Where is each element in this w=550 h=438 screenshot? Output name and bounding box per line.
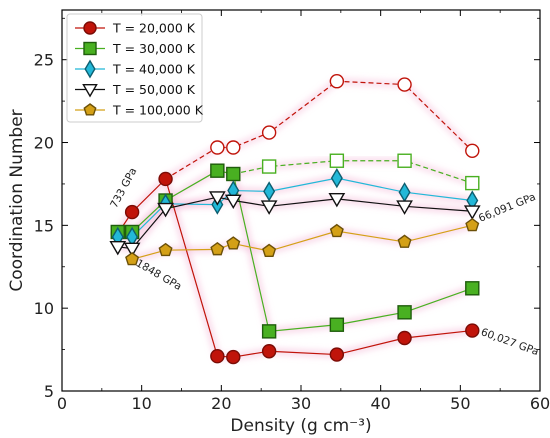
series-3-point-3 (208, 191, 226, 206)
series-2-point-6 (330, 167, 343, 189)
series-4-point-3 (226, 236, 241, 250)
y-tick-label: 20 (34, 134, 54, 153)
series-4-point-0 (125, 251, 140, 266)
legend-marker-0 (83, 21, 97, 35)
series-0-point-3 (210, 349, 225, 364)
series-0-point-4 (226, 349, 241, 365)
series-4-point-2 (210, 242, 225, 256)
series-1-point-5 (261, 324, 277, 339)
legend-marker-3 (82, 83, 98, 98)
series-1-point-3 (210, 163, 225, 178)
series-3-point-8 (463, 205, 481, 220)
series-4-point-1 (158, 242, 173, 257)
legend-label-3: T = 50,000 K (112, 82, 196, 97)
x-tick-label: 10 (131, 394, 151, 413)
series-1-point-8 (465, 281, 480, 296)
series-0-point-6 (329, 347, 345, 362)
series-3-point-7 (396, 200, 413, 215)
y-axis-label: Coordination Number (7, 109, 27, 291)
series-0-point-8 (465, 323, 480, 338)
series-1-alt-point-4 (465, 175, 480, 191)
lines-layer (117, 80, 473, 358)
series-0-point-5 (261, 344, 277, 359)
series-0-alt-point-2 (226, 140, 241, 155)
series-3-point-1 (123, 242, 141, 258)
y-tick-label: 10 (34, 299, 54, 318)
legend: T = 20,000 K T = 30,000 K T = 40,000 K T = … (66, 13, 204, 123)
series-1-alt-point-2 (329, 153, 345, 168)
annotation-2: 66,091 GPa (477, 191, 538, 225)
annotation-3: 60,027 GPa (479, 326, 540, 358)
legend-marker-1 (83, 41, 97, 56)
series-0-alt-point-6 (465, 143, 480, 159)
series-1-point-6 (329, 317, 345, 332)
legend-label-0: T = 20,000 K (112, 21, 196, 36)
y-tick-label: 15 (34, 216, 54, 235)
series-2-point-7 (398, 182, 411, 203)
markers-layer (109, 74, 481, 365)
series-line-4 (131, 224, 473, 260)
x-tick-label: 30 (291, 394, 311, 413)
series-0-alt-point-3 (261, 125, 277, 140)
series-0-point-1 (124, 204, 140, 220)
series-0-alt-point-4 (329, 74, 345, 89)
legend-marker-2 (84, 59, 96, 79)
series-3-point-4 (224, 194, 242, 210)
series-2-point-5 (263, 181, 276, 202)
x-tick-label: 20 (211, 394, 231, 413)
series-0-alt-point-1 (210, 140, 225, 155)
legend-marker-4 (83, 103, 97, 116)
series-4-point-5 (329, 223, 344, 238)
legend-label-1: T = 30,000 K (112, 41, 196, 56)
x-tick-label: 40 (370, 394, 390, 413)
x-tick-label: 0 (57, 394, 67, 413)
series-1-point-7 (397, 305, 412, 320)
y-tick-label: 5 (44, 382, 54, 401)
legend-label-2: T = 40,000 K (112, 62, 196, 77)
series-1-point-4 (226, 166, 241, 182)
legend-label-4: T = 100,000 K (112, 103, 204, 118)
series-4-point-4 (262, 243, 277, 257)
annotation-1: 1848 GPa (134, 257, 184, 293)
series-3-point-2 (157, 202, 174, 218)
series-4-point-7 (465, 217, 480, 232)
annotation-0: 733 GPa (108, 166, 139, 210)
legend-box (66, 13, 203, 123)
series-0-alt-point-5 (397, 77, 412, 92)
series-1-alt-point-1 (261, 159, 277, 174)
y-tick-label: 25 (34, 51, 54, 70)
series-4-point-6 (397, 234, 412, 248)
x-tick-label: 60 (530, 394, 550, 413)
x-axis-label: Density (g cm⁻³) (230, 416, 371, 436)
halo-layer (114, 77, 476, 362)
series-0-point-7 (397, 330, 412, 346)
series-0-point-2 (158, 171, 173, 187)
series-3-point-6 (328, 192, 346, 208)
x-tick-label: 50 (450, 394, 470, 413)
ticks-layer: 0 10 20 30 40 50 60 5 10 15 20 25 (34, 10, 550, 413)
series-3-point-5 (260, 200, 278, 215)
series-1-alt-point-3 (397, 153, 412, 168)
series-3-point-0 (109, 240, 127, 256)
